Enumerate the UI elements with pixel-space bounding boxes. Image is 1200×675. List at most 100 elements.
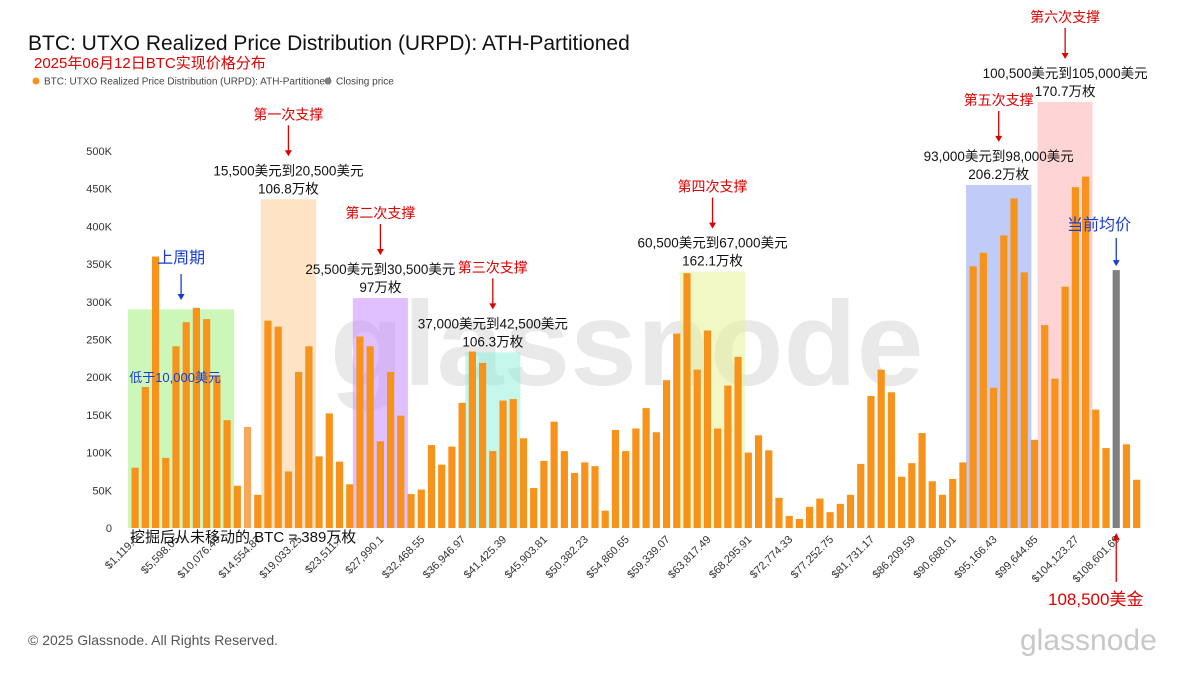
previous-cycle-arrow-head bbox=[177, 294, 185, 300]
zone-range-3: 25,500美元到30,500美元 bbox=[305, 262, 455, 277]
y-axis: 0 50K 100K 150K 200K 250K 300K 350K 400K 450K 500K bbox=[86, 146, 112, 535]
y-tick-label: 450K bbox=[86, 184, 112, 196]
zone-arrow-3-head bbox=[376, 249, 384, 256]
urpd-bar bbox=[1071, 187, 1079, 528]
urpd-bar bbox=[233, 485, 241, 528]
urpd-bar bbox=[489, 451, 497, 528]
zone-label-previous-cycle: 上周期 bbox=[157, 249, 205, 267]
urpd-bar bbox=[151, 256, 160, 528]
urpd-bar bbox=[979, 252, 987, 529]
current-price-arrow-head bbox=[1112, 533, 1120, 540]
urpd-bar bbox=[857, 463, 865, 528]
urpd-bar bbox=[213, 376, 221, 528]
zone-layer bbox=[128, 101, 1093, 529]
y-tick-label: 150K bbox=[86, 410, 112, 422]
zone-label-3: 第二次支撑 bbox=[345, 205, 415, 221]
zone-amount-4: 106.3万枚 bbox=[462, 334, 523, 349]
urpd-bar bbox=[550, 421, 558, 528]
zone-amount-5: 162.1万枚 bbox=[682, 254, 743, 269]
urpd-bar bbox=[458, 402, 466, 528]
urpd-bar bbox=[806, 506, 814, 528]
urpd-bar bbox=[703, 330, 712, 528]
copyright-footer: © 2025 Glassnode. All Rights Reserved. bbox=[28, 632, 278, 648]
zone-arrow-7-head bbox=[1061, 52, 1069, 59]
zone-range-below-10k: 低于10,000美元 bbox=[129, 370, 221, 385]
zone-range-4: 37,000美元到42,500美元 bbox=[418, 316, 568, 331]
urpd-bar bbox=[1010, 198, 1018, 528]
legend-dot-closing bbox=[324, 77, 332, 85]
urpd-bar bbox=[714, 428, 722, 528]
x-tick-label: $32,468.55 bbox=[380, 534, 427, 581]
urpd-bar bbox=[192, 307, 201, 528]
urpd-bar bbox=[203, 319, 211, 528]
urpd-bar bbox=[662, 380, 671, 528]
closing-price-bar bbox=[1112, 270, 1120, 528]
urpd-bar bbox=[928, 481, 936, 528]
urpd-bar bbox=[918, 432, 926, 528]
urpd-bar bbox=[356, 336, 364, 528]
urpd-bar bbox=[816, 498, 824, 528]
urpd-bar bbox=[1041, 325, 1049, 528]
urpd-bar bbox=[295, 371, 303, 528]
urpd-bar bbox=[867, 396, 875, 528]
legend-label-urpd: BTC: UTXO Realized Price Distribution (U… bbox=[44, 77, 331, 88]
chart-subtitle: 2025年06月12日BTC实现价格分布 bbox=[34, 55, 266, 72]
x-tick-label: $72,774.33 bbox=[748, 534, 795, 581]
zone-amount-3: 97万枚 bbox=[359, 280, 402, 295]
urpd-bar bbox=[274, 326, 282, 528]
zone-range-7: 100,500美元到105,000美元 bbox=[983, 66, 1148, 81]
zone-amount-2: 106.8万枚 bbox=[258, 181, 319, 196]
y-tick-label: 0 bbox=[106, 523, 112, 535]
zone-arrow-4-head bbox=[489, 303, 497, 310]
urpd-bar bbox=[182, 322, 190, 528]
urpd-bar bbox=[673, 333, 681, 528]
support-zone-6 bbox=[966, 184, 1032, 528]
legend-dot-urpd bbox=[32, 77, 40, 85]
watermark: glassnode bbox=[330, 277, 924, 411]
urpd-bar bbox=[775, 497, 783, 528]
zone-arrow-2-head bbox=[284, 150, 292, 157]
zone-arrow-5-head bbox=[709, 222, 717, 229]
y-tick-label: 250K bbox=[86, 335, 112, 347]
urpd-bar bbox=[560, 451, 568, 528]
urpd-bar bbox=[693, 369, 701, 528]
x-tick-label: $86,209.59 bbox=[871, 534, 918, 581]
urpd-bar bbox=[744, 452, 752, 528]
zone-label-6: 第五次支撑 bbox=[964, 92, 1034, 108]
urpd-bar bbox=[938, 494, 947, 528]
urpd-bar bbox=[519, 438, 528, 528]
y-tick-label: 500K bbox=[86, 146, 112, 158]
urpd-bar bbox=[989, 387, 998, 528]
urpd-bar bbox=[387, 371, 395, 528]
urpd-bar bbox=[734, 356, 742, 528]
urpd-bar bbox=[172, 346, 180, 528]
urpd-bar bbox=[795, 518, 804, 528]
support-zone-5 bbox=[679, 271, 746, 528]
urpd-bar bbox=[846, 494, 855, 528]
y-tick-label: 100K bbox=[86, 448, 112, 460]
x-tick-label: $41,425.39 bbox=[462, 534, 509, 581]
urpd-bar bbox=[969, 266, 977, 528]
urpd-bar bbox=[765, 450, 773, 528]
urpd-bar bbox=[785, 515, 793, 528]
urpd-bar bbox=[591, 466, 599, 528]
glassnode-logo: glassnode bbox=[1020, 624, 1157, 657]
zone-label-5: 第四次支撑 bbox=[678, 179, 748, 195]
x-tick-label: $63,817.49 bbox=[666, 534, 713, 581]
urpd-bar bbox=[254, 494, 262, 528]
zone-range-2: 15,500美元到20,500美元 bbox=[213, 163, 363, 178]
urpd-bar bbox=[438, 464, 446, 528]
chart-title: BTC: UTXO Realized Price Distribution (U… bbox=[28, 32, 630, 55]
y-tick-label: 300K bbox=[86, 297, 112, 309]
zone-label-4: 第三次支撑 bbox=[458, 259, 528, 275]
urpd-bar bbox=[642, 408, 650, 528]
urpd-bar bbox=[652, 432, 660, 528]
zone-label-7: 第六次支撑 bbox=[1030, 9, 1100, 25]
legend-label-closing: Closing price bbox=[336, 77, 394, 88]
urpd-bar bbox=[570, 472, 579, 528]
urpd-bar bbox=[959, 462, 967, 528]
urpd-bar bbox=[601, 510, 609, 528]
urpd-bar bbox=[1051, 378, 1059, 528]
urpd-bar bbox=[683, 273, 691, 528]
urpd-bar bbox=[448, 446, 456, 528]
